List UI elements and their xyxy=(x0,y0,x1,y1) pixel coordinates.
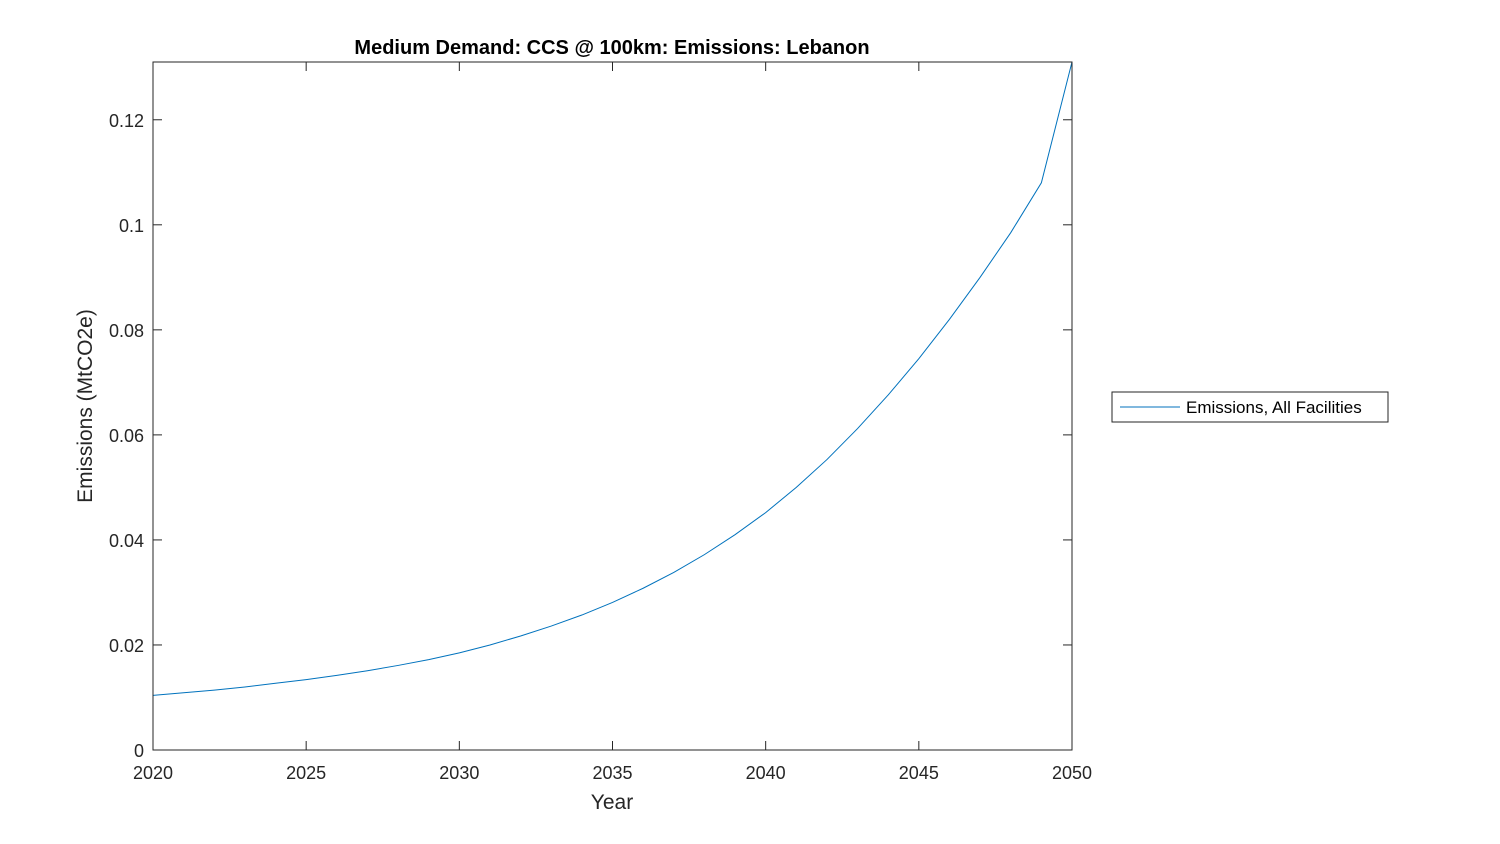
y-tick-label: 0.04 xyxy=(109,531,144,551)
y-axis-label: Emissions (MtCO2e) xyxy=(74,309,97,503)
x-tick-label: 2030 xyxy=(439,763,479,783)
plot-background xyxy=(153,62,1072,750)
y-tick-label: 0.1 xyxy=(119,216,144,236)
y-tick-label: 0.06 xyxy=(109,426,144,446)
axes: 2020 2025 2030 2035 2040 2045 2050 0 0.02 0.04 0.0… xyxy=(109,61,1092,783)
plot-area xyxy=(152,61,1073,750)
y-tick-label: 0.12 xyxy=(109,111,144,131)
legend-entry-label: Emissions, All Facilities xyxy=(1186,398,1362,417)
y-tick-label: 0 xyxy=(134,741,144,761)
y-tick-label: 0.08 xyxy=(109,321,144,341)
x-tick-label: 2020 xyxy=(133,763,173,783)
series-line-0 xyxy=(152,61,1073,696)
x-tick-label: 2040 xyxy=(746,763,786,783)
x-tick-label: 2045 xyxy=(899,763,939,783)
chart-labels: Medium Demand: CCS @ 100km: Emissions: L… xyxy=(74,37,870,814)
x-tick-label: 2050 xyxy=(1052,763,1092,783)
legend: Emissions, All Facilities xyxy=(1111,391,1389,423)
x-axis-label: Year xyxy=(591,791,633,814)
x-tick-label: 2035 xyxy=(592,763,632,783)
chart-title: Medium Demand: CCS @ 100km: Emissions: L… xyxy=(354,37,869,59)
x-tick-label: 2025 xyxy=(286,763,326,783)
y-tick-label: 0.02 xyxy=(109,636,144,656)
